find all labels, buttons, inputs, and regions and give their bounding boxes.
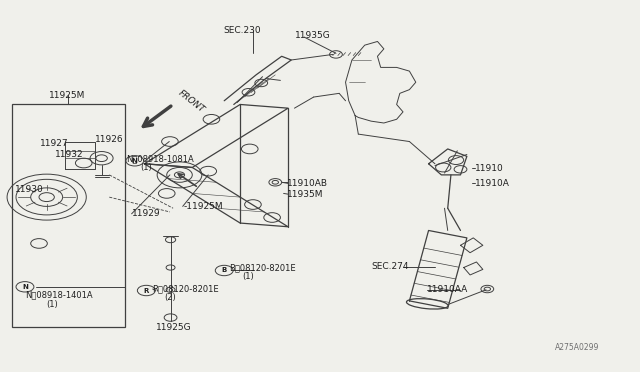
Text: 11910A: 11910A <box>474 179 509 187</box>
Text: N08918-1401A: N08918-1401A <box>25 291 93 300</box>
Text: 11935G: 11935G <box>294 31 330 41</box>
Text: 11932: 11932 <box>55 150 84 159</box>
Text: (1): (1) <box>242 272 254 280</box>
Text: 11910AA: 11910AA <box>428 285 468 294</box>
Text: FRONT: FRONT <box>176 89 206 115</box>
Text: R08120-8201E: R08120-8201E <box>152 285 219 294</box>
Text: 11925G: 11925G <box>156 323 191 332</box>
Text: R: R <box>143 288 149 294</box>
Text: 11926: 11926 <box>95 135 124 144</box>
Text: N: N <box>22 284 28 290</box>
Bar <box>12 105 125 327</box>
Text: B: B <box>221 267 227 273</box>
Text: A275A0299: A275A0299 <box>555 343 600 352</box>
Text: 11930: 11930 <box>15 185 44 194</box>
Text: B08120-8201E: B08120-8201E <box>229 263 296 272</box>
Text: 11929: 11929 <box>132 209 161 218</box>
Text: 11910AB: 11910AB <box>287 179 328 188</box>
Text: SEC.230: SEC.230 <box>223 26 260 35</box>
Text: (2): (2) <box>164 293 176 302</box>
Text: N08918-1081A: N08918-1081A <box>126 154 194 163</box>
Text: -11925M: -11925M <box>183 202 223 211</box>
Text: 11927: 11927 <box>40 139 69 148</box>
Text: SEC.274: SEC.274 <box>371 262 408 271</box>
Text: (1): (1) <box>140 163 152 172</box>
Text: 11910: 11910 <box>474 164 503 173</box>
Text: 11935M: 11935M <box>287 190 323 199</box>
Text: 11925M: 11925M <box>49 91 85 100</box>
Text: (1): (1) <box>47 300 58 309</box>
Text: N: N <box>132 158 138 164</box>
